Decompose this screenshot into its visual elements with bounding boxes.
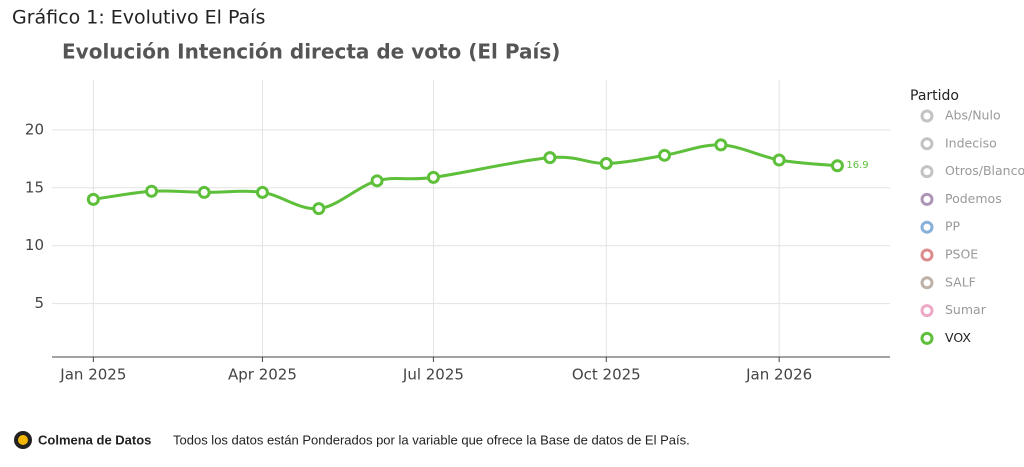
data-point — [197, 185, 211, 199]
x-tick-label: Jan 2026 — [745, 366, 812, 384]
legend-marker — [920, 109, 934, 123]
legend-marker — [920, 165, 934, 179]
legend-item[interactable]: Indeciso — [945, 135, 997, 150]
y-tick-label: 15 — [25, 178, 44, 196]
logo-inner — [18, 435, 28, 445]
data-point — [543, 151, 557, 165]
legend-marker — [920, 220, 934, 234]
legend-marker — [920, 137, 934, 151]
data-point — [658, 148, 672, 162]
x-tick-label: Jan 2025 — [59, 366, 126, 384]
legend-item[interactable]: SALF — [945, 274, 976, 289]
legend-marker — [920, 331, 934, 345]
y-tick-label: 20 — [25, 120, 44, 138]
data-point — [599, 156, 613, 170]
legend-marker — [920, 276, 934, 290]
data-label: 16.9 — [846, 160, 868, 171]
chart-title: Evolución Intención directa de voto (El … — [62, 40, 560, 64]
legend-marker — [920, 248, 934, 262]
data-point — [86, 192, 100, 206]
footer-note: Todos los datos están Ponderados por la … — [173, 432, 690, 447]
data-point — [426, 170, 440, 184]
series-line — [93, 143, 838, 211]
footer: Colmena de Datos Todos los datos están P… — [14, 431, 690, 449]
y-tick-label: 5 — [34, 294, 44, 312]
legend-item[interactable]: Abs/Nulo — [945, 108, 1001, 123]
data-point — [145, 184, 159, 198]
data-point — [714, 138, 728, 152]
y-tick-label: 10 — [25, 236, 44, 254]
data-point — [255, 185, 269, 199]
legend-item[interactable]: PSOE — [945, 247, 978, 262]
footer-brand: Colmena de Datos — [38, 432, 151, 447]
x-tick-label: Apr 2025 — [228, 366, 297, 384]
legend-title: Partido — [910, 88, 959, 104]
data-point — [830, 159, 844, 173]
x-tick-label: Jul 2025 — [402, 366, 464, 384]
legend-marker — [920, 192, 934, 206]
page-title: Gráfico 1: Evolutivo El País — [12, 7, 265, 29]
x-tick-label: Oct 2025 — [572, 366, 641, 384]
legend-item[interactable]: Sumar — [945, 302, 987, 317]
data-point — [370, 174, 384, 188]
data-point — [312, 202, 326, 216]
legend-item[interactable]: Podemos — [945, 191, 1002, 206]
legend-item[interactable]: PP — [945, 219, 961, 234]
legend-marker — [920, 304, 934, 318]
legend-item[interactable]: VOX — [945, 330, 971, 345]
legend-item[interactable]: Otros/Blanco — [945, 163, 1024, 178]
data-point — [772, 153, 786, 167]
